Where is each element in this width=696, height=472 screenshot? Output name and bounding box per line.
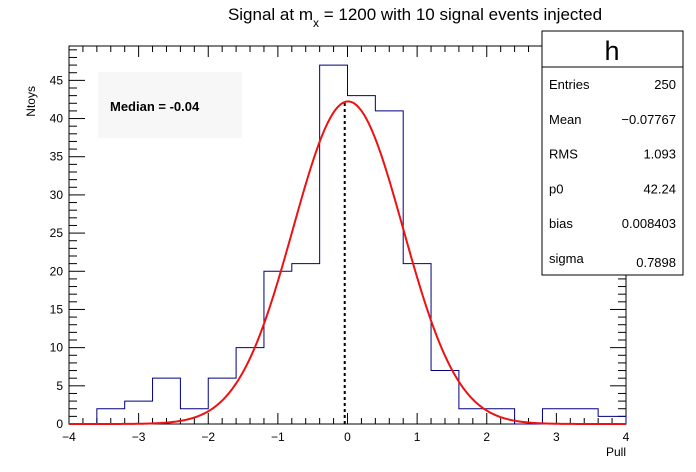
- stats-row-value: −0.07767: [621, 112, 676, 127]
- stats-row-label: bias: [549, 216, 573, 231]
- y-tick-label: 30: [50, 188, 64, 202]
- histogram-bin: [292, 264, 320, 424]
- stats-row-label: RMS: [549, 147, 578, 162]
- stats-box: h Entries 250 Mean −0.07767 RMS 1.093 p0 42.24 b…: [541, 30, 684, 276]
- histogram-bin: [320, 65, 348, 424]
- stats-row-label: Entries: [549, 77, 590, 92]
- gaussian-fit-curve: [69, 100, 626, 425]
- stats-row-value: 42.24: [643, 181, 676, 196]
- stats-row-value: 1.093: [643, 147, 676, 162]
- x-tick-label: −2: [201, 430, 215, 444]
- stats-row-value: 0.008403: [622, 216, 676, 231]
- histogram-bin: [153, 378, 181, 424]
- x-tick-label: 2: [483, 430, 490, 444]
- stats-box-title: h: [604, 36, 619, 66]
- stats-row-value: 250: [654, 77, 676, 92]
- histogram-bin: [348, 96, 376, 424]
- title-rest: = 1200 with 10 signal events injected: [319, 5, 602, 24]
- y-axis-label: Ntoys: [24, 86, 38, 117]
- y-tick-label: 25: [50, 226, 64, 240]
- stats-row-label: sigma: [549, 251, 584, 266]
- histogram-bin: [403, 264, 431, 424]
- median-label: Median = -0.04: [110, 99, 200, 114]
- y-tick-label: 45: [50, 73, 64, 87]
- histogram-bin: [264, 271, 292, 424]
- histogram-bin: [431, 371, 459, 424]
- stats-row-label: p0: [549, 181, 563, 196]
- y-tick-label: 10: [50, 341, 64, 355]
- stats-rows: Entries 250 Mean −0.07767 RMS 1.093 p0 42.24 bia…: [549, 77, 676, 270]
- stats-row-label: Mean: [549, 112, 582, 127]
- x-tick-label: 1: [414, 430, 421, 444]
- y-tick-label: 5: [56, 379, 63, 393]
- x-tick-label: 4: [623, 430, 630, 444]
- histogram-outline: [69, 64, 627, 425]
- chart-title: Signal at mx = 1200 with 10 signal event…: [228, 5, 602, 30]
- x-tick-label: −1: [271, 430, 285, 444]
- stats-row-value: 0.7898: [636, 255, 676, 270]
- x-tick-label: −3: [132, 430, 146, 444]
- y-tick-label: 0: [56, 417, 63, 431]
- y-tick-label: 40: [50, 112, 64, 126]
- x-tick-label: 3: [553, 430, 560, 444]
- median-box: [98, 72, 242, 138]
- y-tick-label: 15: [50, 302, 64, 316]
- x-axis-label: Pull: [606, 445, 626, 459]
- title-subscript: x: [313, 16, 319, 30]
- y-tick-label: 35: [50, 150, 64, 164]
- y-tick-label: 20: [50, 264, 64, 278]
- stats-box-frame: [541, 30, 684, 276]
- title-main: Signal at m: [228, 5, 313, 24]
- x-tick-label: 0: [344, 430, 351, 444]
- x-tick-label: −4: [62, 430, 76, 444]
- histogram-bin: [375, 111, 403, 424]
